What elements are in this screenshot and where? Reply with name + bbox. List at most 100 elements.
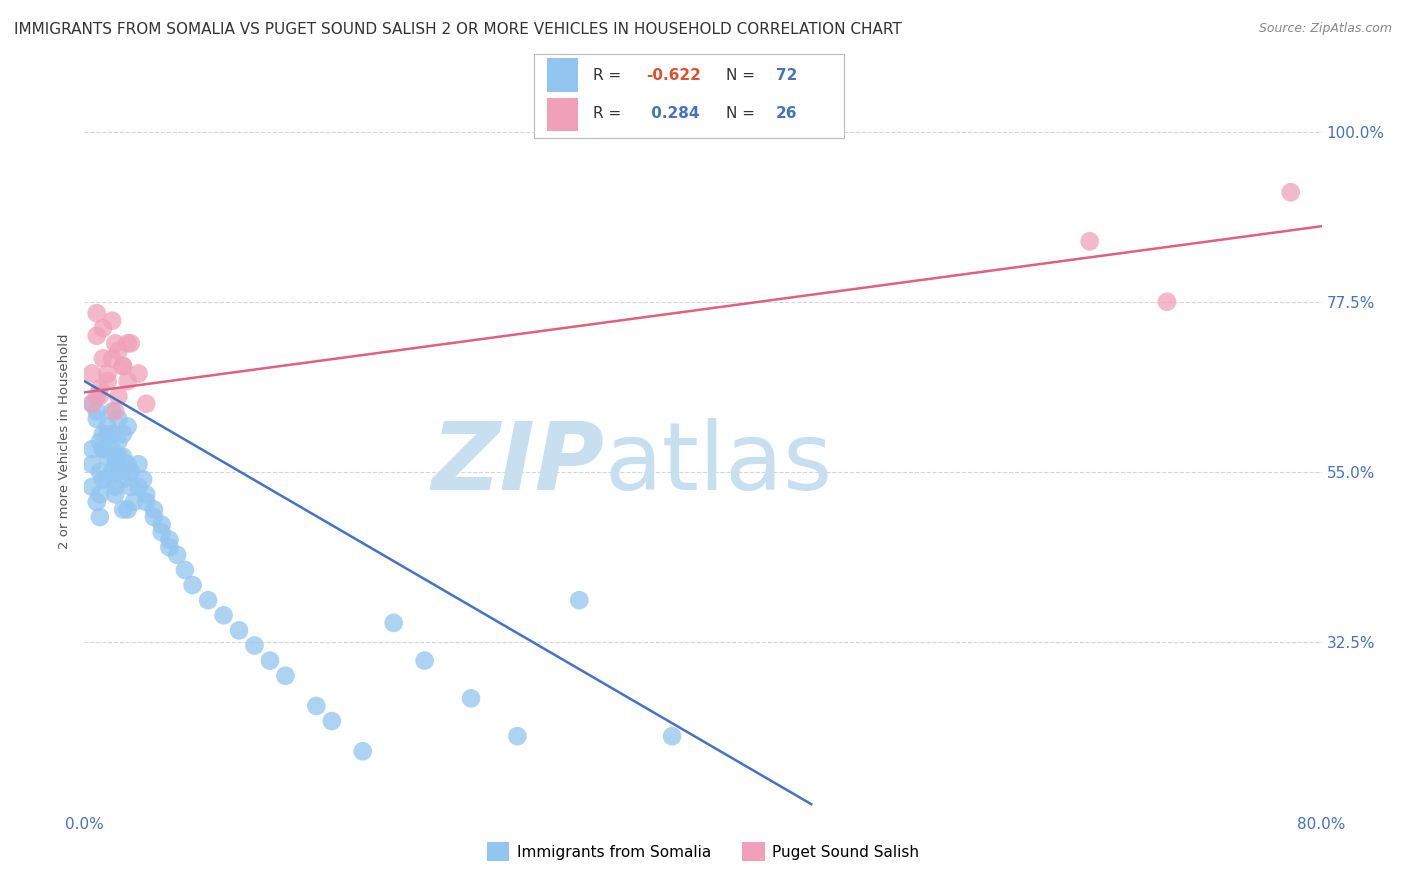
Point: [112, 450, 135, 464]
Point: [101, 465, 124, 479]
Point: [117, 374, 139, 388]
Point: [127, 480, 149, 494]
Text: -0.622: -0.622: [645, 68, 700, 83]
Point: [91, 351, 114, 366]
Point: [1156, 294, 1178, 309]
Point: [143, 502, 166, 516]
Point: [96, 374, 118, 388]
Point: [91, 472, 114, 486]
Point: [101, 404, 124, 418]
Text: N =: N =: [725, 68, 759, 83]
Point: [120, 336, 142, 351]
Point: [82, 397, 104, 411]
Point: [104, 487, 127, 501]
Point: [112, 502, 135, 516]
Point: [101, 442, 124, 456]
Point: [1078, 235, 1101, 249]
Point: [89, 465, 111, 479]
Legend: Immigrants from Somalia, Puget Sound Salish: Immigrants from Somalia, Puget Sound Sal…: [481, 836, 925, 867]
Point: [86, 306, 108, 320]
Text: 26: 26: [776, 106, 797, 120]
Point: [107, 389, 129, 403]
Point: [127, 367, 149, 381]
Point: [197, 593, 219, 607]
Y-axis label: 2 or more Vehicles in Household: 2 or more Vehicles in Household: [58, 334, 72, 549]
Point: [107, 434, 129, 449]
Point: [117, 465, 139, 479]
Text: 72: 72: [776, 68, 797, 83]
Point: [86, 404, 108, 418]
Text: 0.284: 0.284: [645, 106, 699, 120]
Point: [107, 412, 129, 426]
Point: [104, 457, 127, 471]
Text: R =: R =: [593, 106, 626, 120]
Point: [259, 654, 281, 668]
Text: Source: ZipAtlas.com: Source: ZipAtlas.com: [1258, 22, 1392, 36]
Point: [104, 480, 127, 494]
Point: [135, 495, 157, 509]
Point: [91, 442, 114, 456]
Point: [107, 450, 129, 464]
Point: [382, 615, 405, 630]
Point: [89, 510, 111, 524]
Point: [120, 465, 142, 479]
Point: [86, 412, 108, 426]
Point: [305, 698, 328, 713]
Point: [122, 495, 145, 509]
Point: [117, 419, 139, 434]
Point: [96, 419, 118, 434]
Point: [107, 343, 129, 358]
Point: [86, 495, 108, 509]
Point: [352, 744, 374, 758]
Point: [101, 427, 124, 442]
Point: [112, 359, 135, 373]
Point: [166, 548, 188, 562]
Point: [112, 359, 135, 373]
Point: [104, 450, 127, 464]
Point: [132, 472, 155, 486]
Point: [86, 328, 108, 343]
Point: [228, 624, 250, 638]
Point: [150, 517, 173, 532]
Point: [86, 389, 108, 403]
Point: [1279, 186, 1302, 200]
Point: [120, 480, 142, 494]
Point: [82, 397, 104, 411]
Point: [243, 639, 266, 653]
Point: [159, 533, 180, 547]
Point: [661, 729, 683, 743]
Point: [96, 472, 118, 486]
Point: [506, 729, 529, 743]
Point: [150, 525, 173, 540]
Point: [82, 480, 104, 494]
Text: ZIP: ZIP: [432, 417, 605, 509]
Point: [96, 427, 118, 442]
Point: [212, 608, 235, 623]
Point: [135, 397, 157, 411]
Point: [174, 563, 197, 577]
Point: [89, 487, 111, 501]
Point: [413, 654, 436, 668]
Point: [127, 457, 149, 471]
Bar: [547, 58, 578, 92]
Point: [96, 450, 118, 464]
Point: [117, 336, 139, 351]
Point: [112, 472, 135, 486]
Point: [96, 367, 118, 381]
Point: [104, 404, 127, 418]
Bar: [547, 97, 578, 131]
Point: [117, 502, 139, 516]
Text: N =: N =: [725, 106, 759, 120]
Point: [117, 457, 139, 471]
Point: [82, 442, 104, 456]
Text: R =: R =: [593, 68, 626, 83]
Point: [112, 427, 135, 442]
Point: [181, 578, 204, 592]
Point: [82, 367, 104, 381]
Point: [82, 457, 104, 471]
Point: [89, 434, 111, 449]
Point: [91, 427, 114, 442]
Point: [101, 313, 124, 327]
Point: [321, 714, 343, 728]
Point: [274, 669, 297, 683]
